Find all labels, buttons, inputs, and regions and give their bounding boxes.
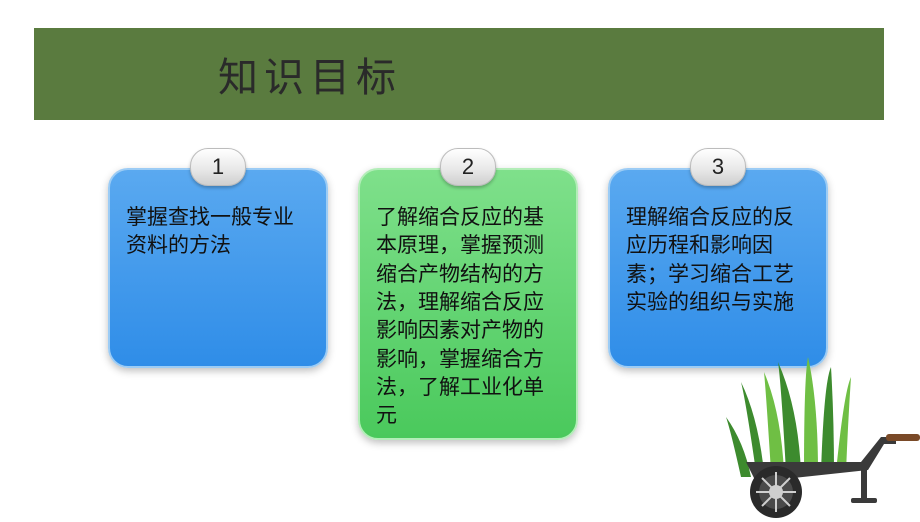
card-number: 3 [712,154,724,180]
card-number: 2 [462,154,474,180]
card-1: 1 掌握查找一般专业资料的方法 [108,168,328,368]
cards-row: 1 掌握查找一般专业资料的方法 2 了解缩合反应的基本原理，掌握预测缩合产物结构… [108,168,828,440]
card-text: 掌握查找一般专业资料的方法 [126,204,310,261]
card-number-pill: 3 [690,148,746,186]
title-bar: 知识目标 [34,28,884,120]
cart-icon [746,434,920,503]
page-title: 知识目标 [218,45,402,103]
card-3: 3 理解缩合反应的反应历程和影响因素；学习缩合工艺实验的组织与实施 [608,168,828,368]
wheel-icon [750,466,802,518]
card-number: 1 [212,154,224,180]
card-2: 2 了解缩合反应的基本原理，掌握预测缩合产物结构的方法，理解缩合反应影响因素对产… [358,168,578,440]
card-number-pill: 2 [440,148,496,186]
card-text: 理解缩合反应的反应历程和影响因素；学习缩合工艺实验的组织与实施 [626,204,810,317]
card-text: 了解缩合反应的基本原理，掌握预测缩合产物结构的方法，理解缩合反应影响因素对产物的… [376,204,560,431]
card-number-pill: 1 [190,148,246,186]
